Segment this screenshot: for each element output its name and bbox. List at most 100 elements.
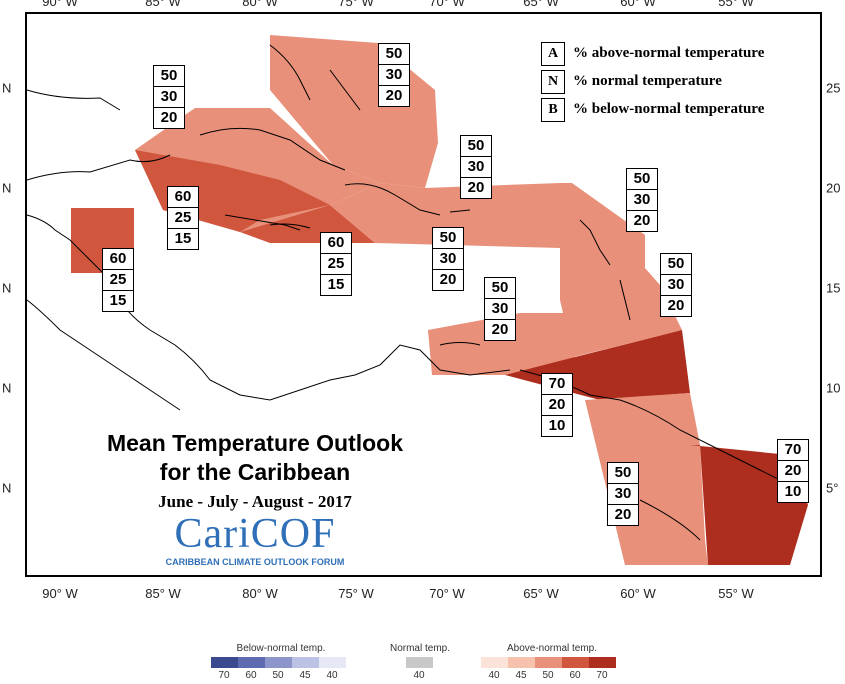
prob-normal: 30 [433, 249, 463, 270]
prob-above: 50 [433, 228, 463, 249]
prob-box-abc: 50 30 20 [484, 277, 516, 341]
prob-normal: 30 [661, 275, 691, 296]
key-row-below: B % below-normal temperature [541, 97, 764, 122]
prob-normal: 30 [608, 484, 638, 505]
caricof-logo: CariCOF CARIBBEAN CLIMATE OUTLOOK FORUM [150, 510, 360, 570]
legend-label-below-0: 70 [218, 670, 230, 681]
prob-box-bahamas: 50 30 20 [378, 43, 410, 107]
legend-title-below: Below-normal temp. [236, 643, 326, 654]
legend-swatch-below-3 [292, 657, 319, 668]
prob-above: 50 [485, 278, 515, 299]
prob-normal: 30 [461, 157, 491, 178]
prob-normal: 30 [627, 190, 657, 211]
legend-swatch-above-2 [535, 657, 562, 668]
region-guyana [585, 393, 708, 565]
lat-label-left-15: N [2, 280, 12, 296]
probability-key: A % above-normal temperature N % normal … [541, 41, 764, 125]
map-title-line2: for the Caribbean [159, 459, 351, 485]
prob-below: 10 [784, 483, 802, 500]
prob-below: 20 [633, 212, 651, 229]
prob-below: 20 [160, 109, 178, 126]
prob-box-guyana: 50 30 20 [607, 462, 639, 526]
prob-normal: 25 [321, 254, 351, 275]
key-letter: N [541, 69, 565, 94]
legend-label-above-2: 50 [542, 670, 554, 681]
logo-wordmark: CariCOF [174, 511, 336, 557]
legend-swatch-above-4 [589, 657, 616, 668]
lat-label-left-20: N [2, 180, 12, 196]
prob-below: 20 [385, 87, 403, 104]
key-text: % below-normal temperature [573, 101, 765, 117]
lon-label-top-65: 65° W [523, 0, 559, 9]
legend-label-below-1: 60 [245, 670, 257, 681]
lon-label-top-75: 75° W [338, 0, 374, 9]
region-hispaniola [330, 183, 560, 248]
prob-normal: 30 [485, 299, 515, 320]
legend-swatch-above-1 [508, 657, 535, 668]
prob-box-cuba: 50 30 20 [153, 65, 185, 129]
lon-label-top-90: 90° W [42, 0, 78, 9]
lon-label-top-80: 80° W [242, 0, 278, 9]
coastlines [26, 44, 801, 541]
legend-swatch-below-1 [238, 657, 265, 668]
lat-label-right-10: 10 [826, 380, 841, 396]
prob-below: 15 [109, 292, 127, 309]
region-leeward [560, 183, 645, 268]
lat-label-right-20: 20 [826, 180, 841, 196]
prob-below: 15 [174, 230, 192, 247]
prob-above: 70 [778, 440, 808, 461]
key-row-normal: N % normal temperature [541, 69, 764, 94]
lon-label-bottom-80: 80° W [242, 586, 278, 601]
legend-label-below-2: 50 [272, 670, 284, 681]
lon-label-bottom-70: 70° W [429, 586, 465, 601]
prob-above: 70 [542, 374, 572, 395]
lon-label-bottom-75: 75° W [338, 586, 374, 601]
prob-below: 15 [327, 276, 345, 293]
legend-label-below-4: 40 [326, 670, 338, 681]
legend-label-normal-0: 40 [413, 670, 425, 681]
key-letter: B [541, 97, 565, 122]
lat-label-left-10: N [2, 380, 12, 396]
lon-label-top-55: 55° W [718, 0, 754, 9]
map-title-line1: Mean Temperature Outlook [106, 430, 404, 456]
lon-label-top-60: 60° W [620, 0, 656, 9]
prob-box-leeward: 50 30 20 [626, 168, 658, 232]
legend-label-above-1: 45 [515, 670, 527, 681]
legend-swatch-normal-0 [406, 657, 433, 668]
legend-label-above-0: 40 [488, 670, 500, 681]
lat-label-right-25: 25 [826, 80, 841, 96]
prob-box-suriname: 70 20 10 [777, 439, 809, 503]
lat-label-right-5: 5° [826, 480, 839, 496]
logo-subtext: CARIBBEAN CLIMATE OUTLOOK FORUM [165, 557, 345, 567]
legend-label-above-3: 60 [569, 670, 581, 681]
lon-label-bottom-85: 85° W [145, 586, 181, 601]
prob-above: 50 [608, 463, 638, 484]
legend-label-below-3: 45 [299, 670, 311, 681]
key-letter: A [541, 41, 565, 66]
prob-box-hispaniola: 50 30 20 [460, 135, 492, 199]
prob-above: 60 [168, 187, 198, 208]
map-subtitle: June - July - August - 2017 [158, 492, 352, 511]
region-windward [560, 268, 682, 357]
lon-label-top-70: 70° W [429, 0, 465, 9]
region-abc [428, 313, 575, 375]
legend-title-above: Above-normal temp. [506, 643, 598, 654]
legend-swatch-above-3 [562, 657, 589, 668]
prob-below: 20 [439, 271, 457, 288]
prob-below: 10 [548, 417, 566, 434]
legend-swatch-below-0 [211, 657, 238, 668]
prob-normal: 20 [778, 461, 808, 482]
prob-box-belize: 60 25 15 [102, 248, 134, 312]
prob-box-trinidad: 70 20 10 [541, 373, 573, 437]
prob-box-jamaica: 60 25 15 [320, 232, 352, 296]
prob-normal: 25 [168, 208, 198, 229]
key-text: % normal temperature [573, 73, 722, 89]
lon-label-bottom-60: 60° W [620, 586, 656, 601]
legend-swatch-above-0 [481, 657, 508, 668]
lon-label-bottom-90: 90° W [42, 586, 78, 601]
prob-normal: 30 [154, 87, 184, 108]
lat-label-right-15: 15 [826, 280, 841, 296]
prob-above: 60 [321, 233, 351, 254]
prob-below: 20 [667, 297, 685, 314]
lon-label-bottom-55: 55° W [718, 586, 754, 601]
